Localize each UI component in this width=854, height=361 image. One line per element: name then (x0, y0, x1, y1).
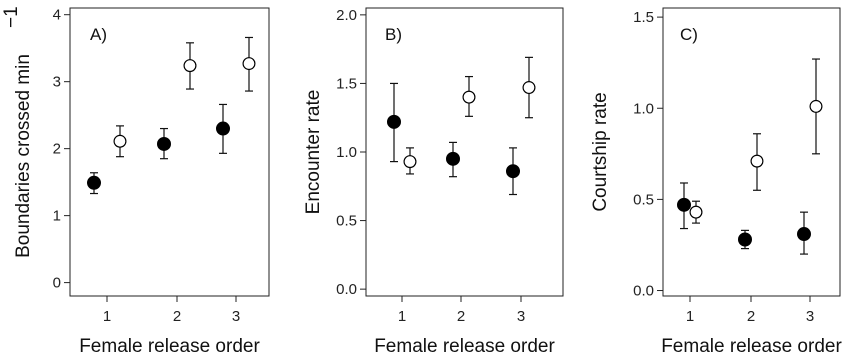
data-point-open (750, 154, 764, 168)
x-axis-title: Female release order (661, 336, 842, 357)
x-tick-label: 2 (747, 308, 755, 325)
panel-label: B) (385, 25, 402, 44)
x-tick-label: 1 (398, 308, 406, 325)
data-point-filled (87, 175, 101, 190)
data-point-open (183, 59, 197, 73)
y-tick-label: 1 (53, 208, 61, 225)
plot-frame (69, 7, 270, 297)
data-point-open (809, 99, 823, 113)
x-axis-title: Female release order (79, 336, 260, 357)
data-point-open (403, 155, 417, 169)
x-tick-label: 1 (103, 308, 111, 325)
data-point-open (242, 57, 256, 71)
y-axis-title-superscript: −1 (1, 6, 22, 28)
data-point-filled (738, 232, 752, 247)
data-point-open (462, 90, 476, 104)
data-point-filled (216, 121, 230, 136)
y-tick-label: 0.5 (336, 213, 357, 230)
data-point-filled (446, 151, 460, 166)
plot-frame (365, 7, 564, 297)
y-tick-label: 1.0 (336, 144, 357, 161)
y-tick-label: 2 (53, 141, 61, 158)
data-point-filled (157, 136, 171, 151)
y-tick-label: 0.0 (633, 283, 654, 300)
plot-frame (662, 7, 841, 297)
panel-label: C) (680, 25, 698, 44)
y-axis-title: Encounter rate (303, 90, 324, 215)
data-point-filled (387, 114, 401, 129)
x-tick-label: 3 (517, 308, 525, 325)
y-tick-label: 0 (53, 275, 61, 292)
x-tick-label: 2 (173, 308, 181, 325)
y-tick-label: 1.5 (633, 9, 654, 26)
x-axis-title: Female release order (374, 336, 555, 357)
x-tick-label: 1 (686, 308, 694, 325)
x-tick-label: 3 (806, 308, 814, 325)
x-tick-label: 2 (457, 308, 465, 325)
y-tick-label: 4 (53, 7, 61, 24)
panel-label: A) (90, 25, 107, 44)
y-tick-label: 1.0 (633, 100, 654, 117)
panel-b: Encounter rate Female release order B) 0… (303, 7, 564, 357)
y-tick-label: 1.5 (336, 75, 357, 92)
x-tick-label: 3 (232, 308, 240, 325)
data-point-filled (677, 197, 691, 212)
panel-a: Boundaries crossed min −1 Female release… (1, 6, 270, 357)
data-point-filled (506, 164, 520, 179)
data-point-open (522, 81, 536, 95)
data-point-open (689, 205, 703, 219)
y-tick-label: 0.5 (633, 191, 654, 208)
y-tick-label: 3 (53, 74, 61, 91)
data-point-open (113, 134, 127, 148)
panel-c: Courtship rate Female release order C) 0… (590, 7, 842, 357)
y-tick-label: 0.0 (336, 281, 357, 298)
data-point-filled (797, 227, 811, 242)
y-axis-title: Courtship rate (590, 92, 611, 211)
y-tick-label: 2.0 (336, 7, 357, 24)
y-axis-title: Boundaries crossed min (13, 54, 34, 258)
